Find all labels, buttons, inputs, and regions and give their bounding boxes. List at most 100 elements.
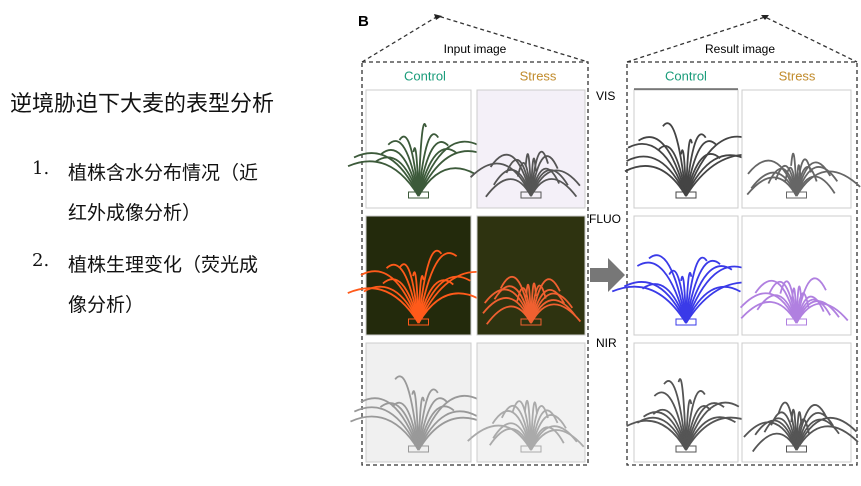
pot — [408, 191, 429, 199]
leaf — [636, 261, 687, 324]
leaf — [795, 412, 835, 451]
list-text: 像分析） — [68, 294, 145, 316]
leaf — [501, 405, 532, 451]
leaf — [398, 263, 420, 324]
pot — [786, 445, 807, 453]
leaf — [360, 397, 420, 451]
leaf — [777, 401, 798, 451]
dashed-frames — [361, 15, 858, 466]
leaf — [469, 162, 532, 197]
slide-title: 逆境胁迫下大麦的表型分析 — [10, 92, 275, 117]
leaf — [387, 140, 420, 197]
leaf — [623, 281, 687, 324]
leaf — [626, 155, 687, 197]
leaf — [417, 394, 480, 451]
leaf — [511, 400, 532, 451]
leaf — [636, 416, 687, 451]
leaf — [795, 425, 859, 451]
leaf — [353, 406, 420, 451]
leaf — [662, 122, 687, 197]
leaf — [643, 411, 687, 451]
leaf — [747, 159, 798, 197]
list-text: 植株生理变化（荧光成 — [68, 254, 259, 276]
leaf — [530, 278, 561, 324]
leaf — [627, 143, 687, 197]
leaf — [626, 419, 687, 451]
leaf — [530, 303, 582, 324]
leaf — [417, 141, 449, 197]
leaf — [648, 254, 687, 324]
list-text: 植株含水分布情况（近 — [68, 162, 259, 184]
pot — [408, 445, 429, 453]
leaf — [795, 302, 849, 324]
row-label: NIR — [596, 336, 617, 350]
leaf — [417, 140, 480, 197]
leaf — [417, 275, 471, 324]
leaf — [484, 288, 532, 324]
leaf — [347, 287, 420, 324]
column-header: Stress — [779, 68, 816, 83]
leaf — [493, 285, 532, 324]
leaf — [380, 149, 420, 197]
list-number: 2. — [32, 250, 50, 271]
leaf — [624, 165, 687, 197]
leaf — [491, 410, 532, 451]
leaf — [795, 170, 861, 197]
leaf — [489, 153, 532, 197]
pot — [786, 191, 807, 199]
leaf — [677, 378, 687, 451]
leaf — [417, 410, 478, 451]
leaf — [350, 415, 420, 451]
row-label: FLUO — [589, 212, 621, 226]
leaf — [685, 390, 706, 451]
leaf — [417, 292, 480, 324]
arrow — [590, 258, 625, 292]
leaf — [530, 178, 578, 198]
leaf — [685, 402, 725, 451]
leaf — [685, 140, 717, 197]
leaf — [685, 285, 741, 324]
column-header: Control — [404, 68, 446, 83]
leaf — [685, 138, 693, 197]
list-number: 1. — [32, 158, 50, 179]
leaf — [663, 380, 687, 451]
leaf — [530, 401, 538, 451]
leaf — [685, 153, 721, 197]
leaf — [795, 416, 858, 451]
leaf — [685, 133, 707, 197]
leaf — [611, 285, 687, 324]
pot — [520, 318, 542, 326]
leaf — [398, 135, 420, 197]
leaf — [685, 416, 736, 451]
pot — [520, 191, 542, 199]
peak-marker — [434, 14, 769, 20]
leaf — [795, 277, 827, 324]
leaf — [394, 375, 420, 451]
group-title: Result image — [705, 42, 775, 56]
leaf — [739, 292, 798, 324]
leaf — [685, 256, 708, 324]
list-text: 红外成像分析） — [68, 202, 202, 224]
leaf — [379, 402, 420, 451]
column-header: Control — [665, 68, 707, 83]
leaf — [499, 276, 532, 324]
leaf — [685, 259, 721, 324]
leaf — [530, 150, 549, 197]
leaf — [417, 133, 439, 197]
leaf — [417, 405, 455, 451]
pot — [675, 318, 697, 326]
column-header: Stress — [520, 68, 557, 83]
leaf — [385, 263, 420, 324]
leaf — [530, 405, 549, 451]
leaf — [417, 388, 439, 451]
leaf — [795, 418, 840, 451]
leaf — [653, 391, 687, 451]
pot — [675, 445, 697, 453]
leaf — [685, 265, 750, 324]
leaf — [360, 270, 420, 324]
leaf — [363, 285, 420, 324]
leaf — [467, 424, 532, 451]
leaf — [417, 148, 458, 197]
leaf — [347, 160, 420, 197]
